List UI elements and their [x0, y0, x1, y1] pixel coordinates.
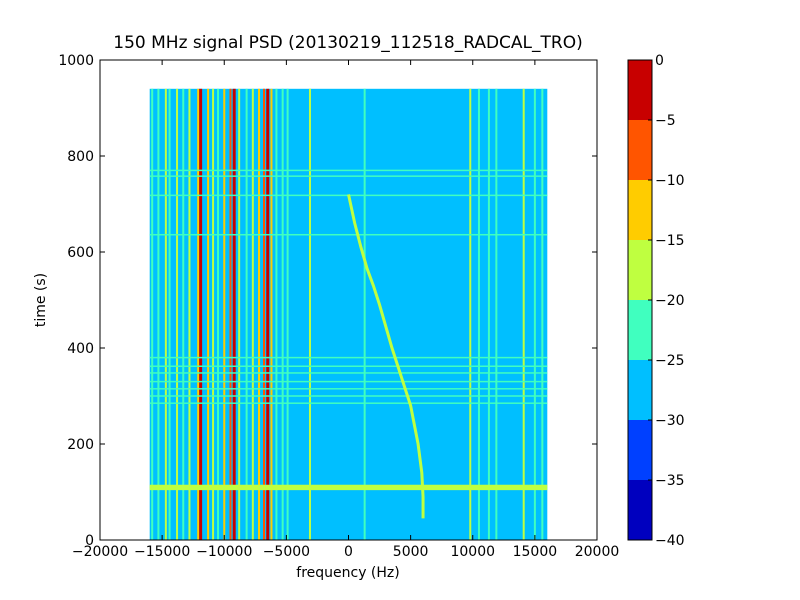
heatmap-vertical-line: [263, 88, 266, 541]
colorbar-segment: [628, 120, 652, 180]
heatmap-vertical-line: [251, 88, 254, 541]
y-tick-label: 1000: [58, 53, 94, 69]
heatmap-horizontal-line: [149, 365, 548, 367]
heatmap-horizontal-line: [149, 233, 548, 236]
heatmap-vertical-line: [270, 88, 273, 541]
heatmap-vertical-line: [157, 88, 160, 541]
plot-area: −20000 −15000 −10000 −5000 0 5000 10000 15000 20…: [58, 53, 619, 560]
colorbar-segment: [628, 240, 652, 300]
heatmap-horizontal-line: [149, 372, 548, 374]
heatmap-vertical-line: [245, 88, 248, 541]
heatmap-vertical-line: [168, 88, 171, 541]
heatmap-horizontal-line: [149, 487, 548, 491]
heatmap-horizontal-line: [149, 380, 548, 383]
heatmap-vertical-line: [197, 88, 200, 541]
heatmap-vertical-line: [487, 88, 490, 541]
colorbar-segment: [628, 480, 652, 540]
heatmap-vertical-line: [495, 88, 498, 541]
heatmap-vertical-line: [199, 88, 203, 541]
heatmap-vertical-line: [308, 88, 311, 541]
x-tick-label: −5000: [263, 544, 310, 560]
x-tick-label: −15000: [134, 544, 190, 560]
heatmap-vertical-line: [533, 88, 536, 541]
heatmap-vertical-line: [232, 88, 236, 541]
colorbar-tick-label: −30: [655, 413, 685, 429]
heatmap-vertical-line: [207, 88, 210, 541]
heatmap-vertical-line: [212, 88, 215, 541]
x-tick-label: −10000: [196, 544, 252, 560]
heatmap-vertical-line: [363, 88, 366, 541]
colorbar-tick-label: −10: [655, 173, 685, 189]
colorbar-tick-label: −40: [655, 533, 685, 549]
colorbar-segment: [628, 180, 652, 240]
heatmap-vertical-line: [469, 88, 472, 541]
heatmap-background: [149, 88, 548, 541]
heatmap-vertical-line: [182, 88, 185, 541]
colorbar: −40 −35 −30 −25 −20 −15 −10 −5 0: [627, 53, 685, 549]
colorbar-segment: [628, 360, 652, 420]
heatmap-horizontal-line: [149, 175, 548, 177]
colorbar-tick-label: 0: [655, 53, 664, 69]
colorbar-segment: [628, 60, 652, 120]
heatmap-vertical-line: [188, 88, 191, 541]
colorbar-tick-label: −15: [655, 233, 685, 249]
heatmap-vertical-line: [266, 88, 270, 541]
heatmap-horizontal-line: [149, 395, 548, 397]
heatmap-vertical-line: [541, 88, 544, 541]
heatmap-vertical-line: [258, 88, 261, 541]
drifting-signal-trace: [347, 194, 425, 519]
y-tick-label: 800: [67, 149, 94, 165]
colorbar-segment: [628, 420, 652, 480]
colorbar-tick-label: −5: [655, 113, 676, 129]
heatmap-horizontal-line: [149, 356, 548, 359]
y-tick-label: 400: [67, 341, 94, 357]
chart-title: 150 MHz signal PSD (20130219_112518_RADC…: [113, 33, 582, 53]
x-axis-label: frequency (Hz): [296, 565, 399, 581]
heatmap-vertical-line: [217, 88, 220, 541]
heatmap-vertical-line: [522, 88, 525, 541]
heatmap-vertical-line: [164, 88, 167, 541]
heatmap-vertical-line: [477, 88, 480, 541]
colorbar-segment: [628, 300, 652, 360]
heatmap-vertical-line: [281, 88, 284, 541]
heatmap-horizontal-line: [149, 402, 548, 404]
x-tick-label: 5000: [393, 544, 429, 560]
x-tick-label: 20000: [575, 544, 620, 560]
colorbar-tick-label: −20: [655, 293, 685, 309]
heatmap-horizontal-line: [149, 388, 548, 390]
heatmap-vertical-line: [238, 88, 241, 541]
heatmap-horizontal-line: [149, 169, 548, 172]
y-tick-label: 0: [85, 533, 94, 549]
x-tick-label: 15000: [513, 544, 558, 560]
y-tick-label: 600: [67, 245, 94, 261]
heatmap-vertical-line: [176, 88, 179, 541]
heatmap-vertical-line: [223, 88, 226, 541]
y-axis-label: time (s): [33, 273, 49, 327]
x-tick-label: −20000: [72, 544, 128, 560]
y-tick-label: 200: [67, 437, 94, 453]
heatmap-vertical-line: [229, 88, 232, 541]
heatmap-vertical-line: [275, 88, 278, 541]
colorbar-tick-label: −25: [655, 353, 685, 369]
x-tick-label: 10000: [450, 544, 495, 560]
heatmap-horizontal-line: [149, 484, 548, 488]
heatmap-vertical-line: [151, 88, 154, 541]
colorbar-tick-label: −35: [655, 473, 685, 489]
heatmap-vertical-line: [286, 88, 289, 541]
x-tick-label: 0: [344, 544, 353, 560]
